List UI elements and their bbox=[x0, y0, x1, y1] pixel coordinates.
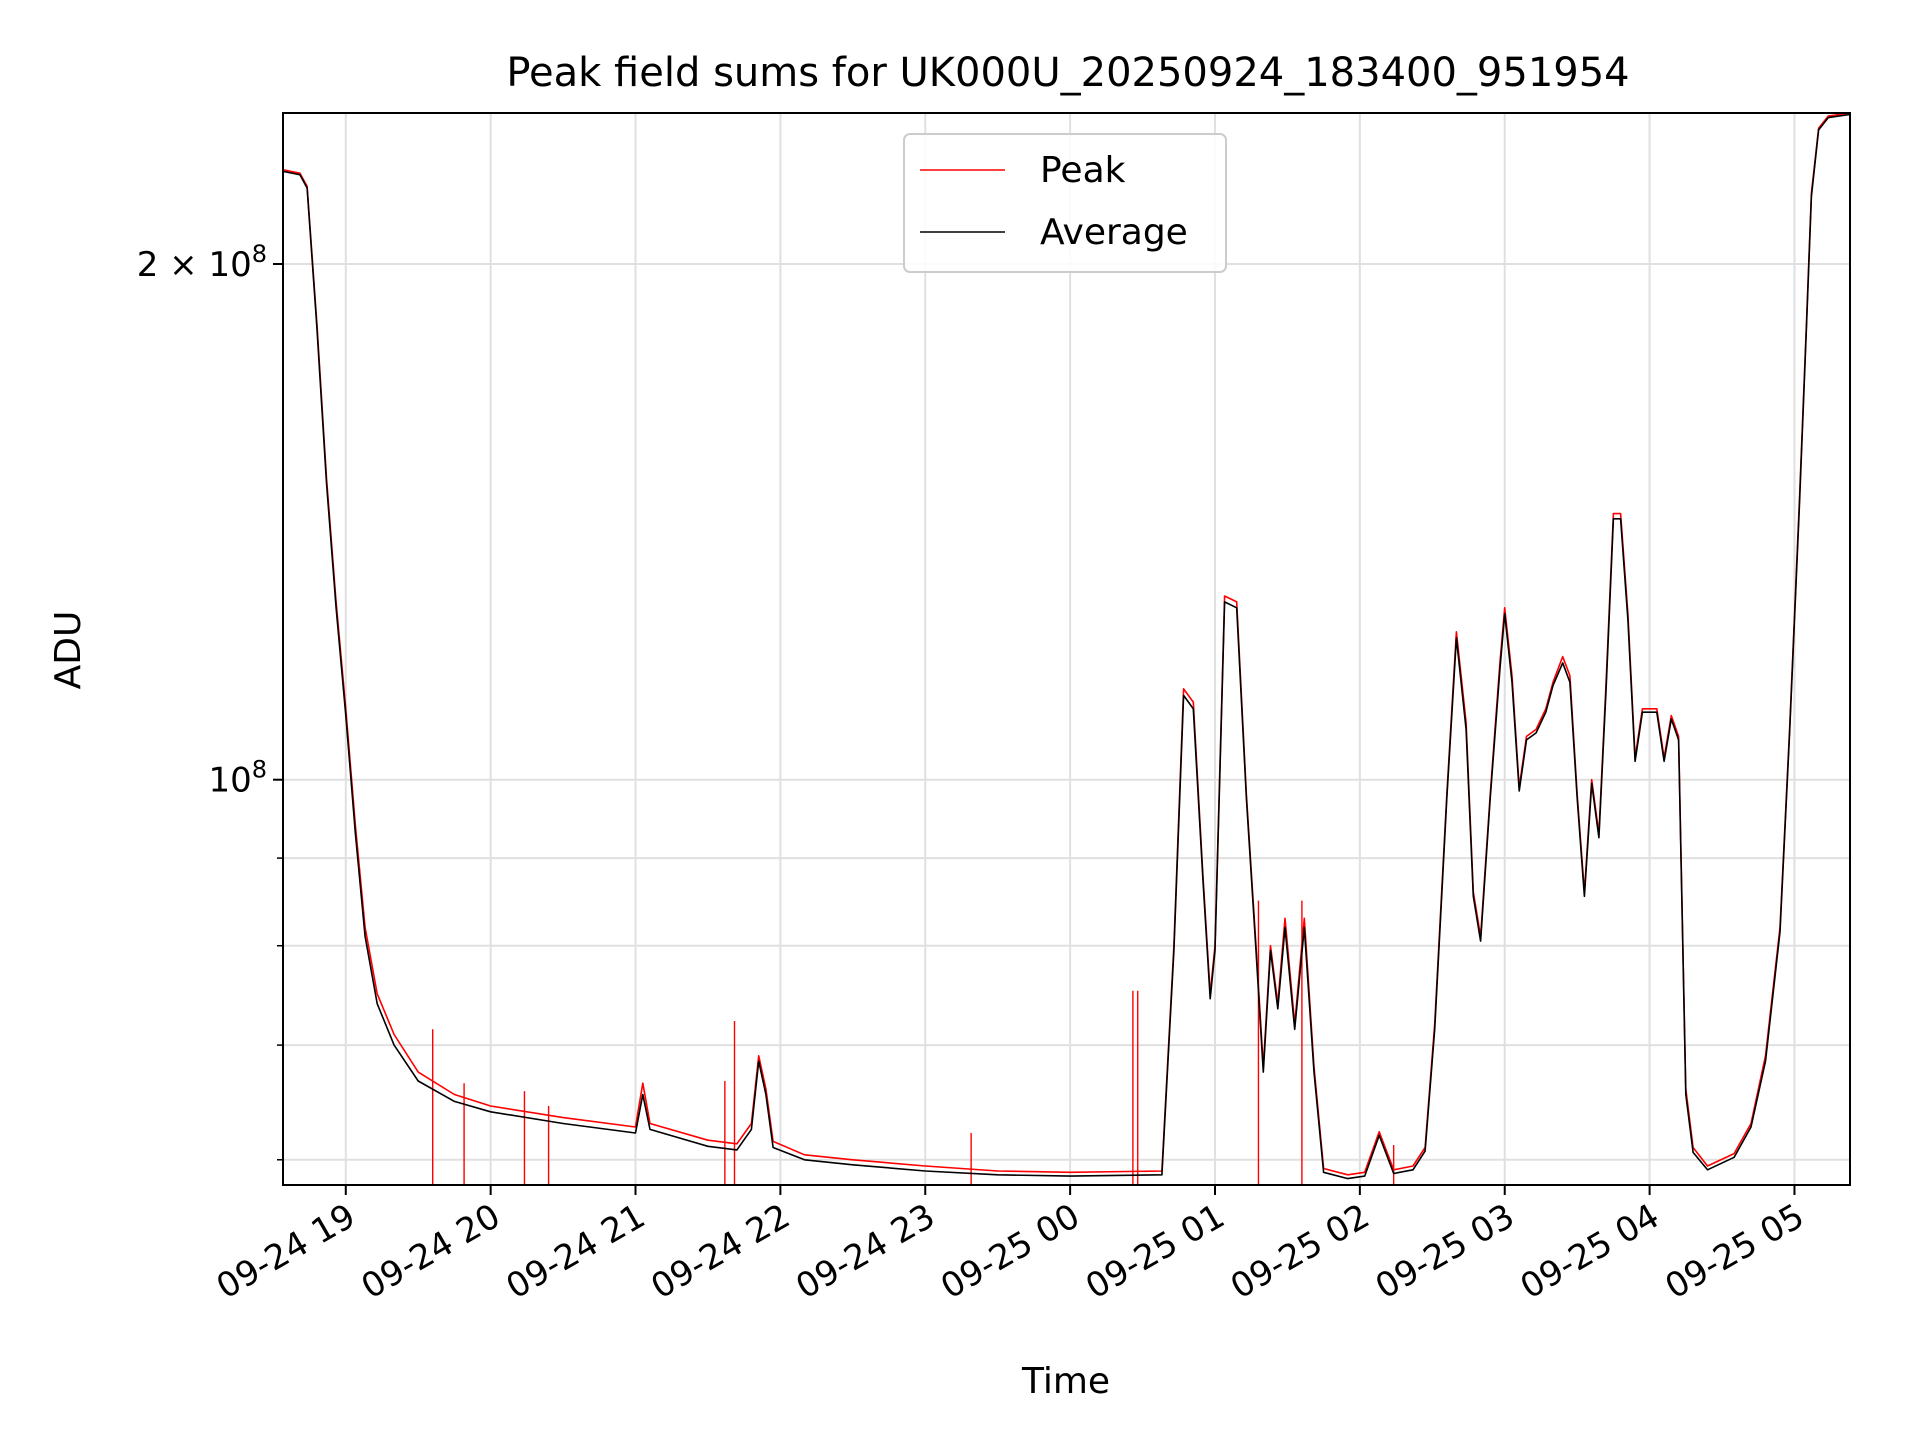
x-tick-label: 09-25 04 bbox=[1514, 1196, 1666, 1307]
y-tick-label: 2 × 108 bbox=[137, 240, 267, 285]
legend: Peak Average bbox=[903, 133, 1227, 273]
x-tick-label: 09-24 23 bbox=[789, 1196, 941, 1307]
x-tick-label: 09-24 21 bbox=[500, 1196, 652, 1307]
x-axis-label: Time bbox=[1021, 1361, 1110, 1402]
y-axis-label: ADU bbox=[48, 611, 89, 690]
x-tick-label: 09-25 01 bbox=[1079, 1196, 1231, 1307]
legend-box bbox=[903, 133, 1227, 273]
x-tick-label: 09-24 20 bbox=[355, 1196, 507, 1307]
legend-average-label: Average bbox=[1040, 212, 1188, 253]
series-layer bbox=[282, 112, 1851, 1185]
y-axis: 108 2 × 108 bbox=[137, 240, 283, 1161]
x-tick-label: 09-25 03 bbox=[1369, 1196, 1521, 1307]
plot-frame bbox=[282, 112, 1851, 1186]
x-tick-label: 09-24 19 bbox=[210, 1196, 362, 1307]
x-tick-label: 09-25 02 bbox=[1224, 1196, 1376, 1307]
average-series-line bbox=[282, 113, 1851, 1180]
legend-peak-label: Peak bbox=[1040, 150, 1126, 191]
x-tick-label: 09-24 22 bbox=[644, 1196, 796, 1307]
x-tick-label: 09-25 00 bbox=[934, 1196, 1086, 1307]
chart-title: Peak field sums for UK000U_20250924_1834… bbox=[506, 50, 1629, 96]
grid-lines bbox=[283, 113, 1850, 1185]
x-tick-label: 09-25 05 bbox=[1659, 1196, 1811, 1307]
y-tick-label: 108 bbox=[208, 756, 267, 801]
